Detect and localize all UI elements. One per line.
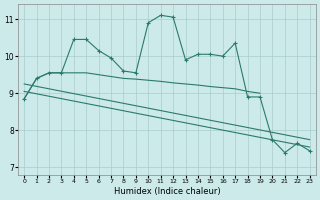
X-axis label: Humidex (Indice chaleur): Humidex (Indice chaleur) bbox=[114, 187, 220, 196]
